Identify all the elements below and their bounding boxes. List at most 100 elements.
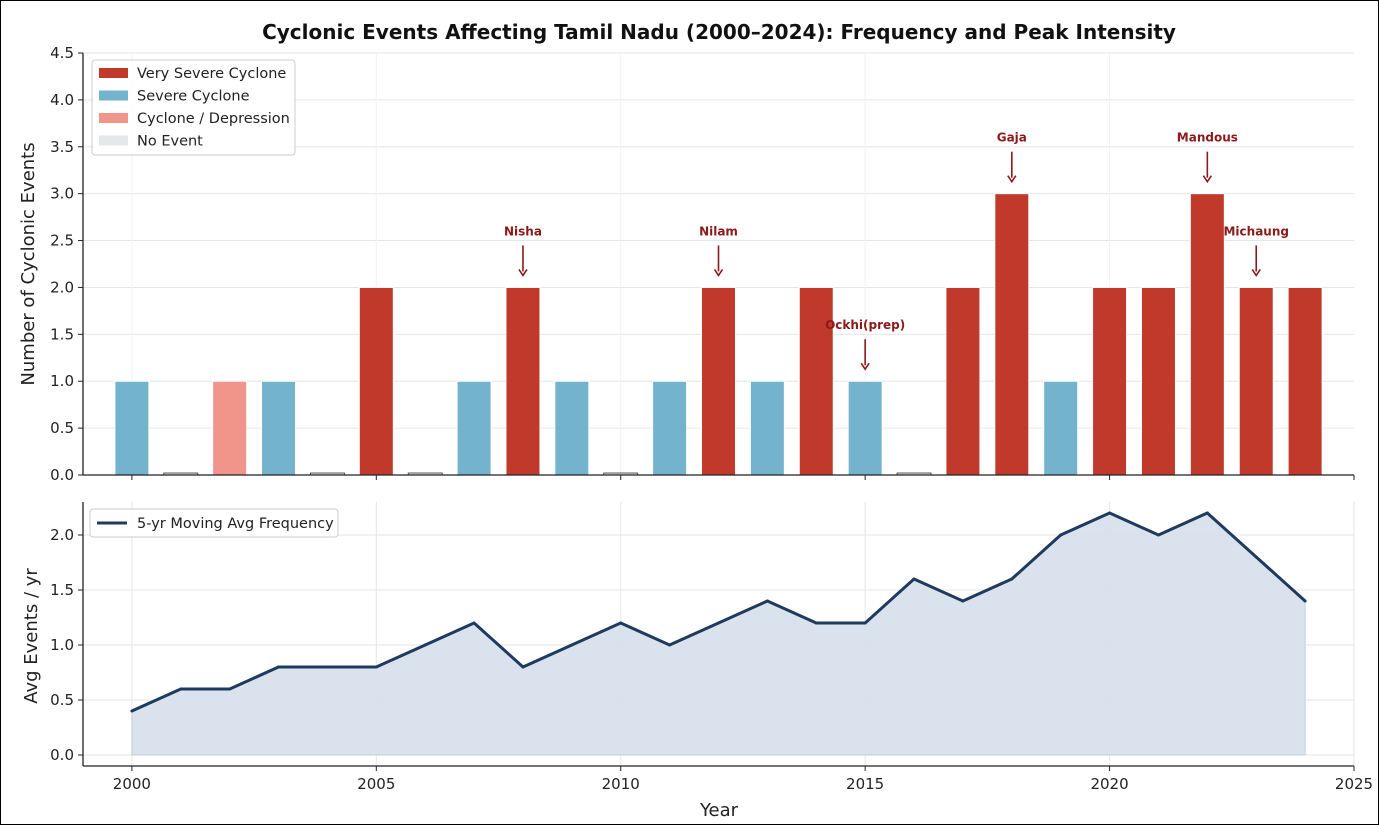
- bar-2017: [945, 286, 981, 476]
- top-y-tick-label: 4.0: [50, 91, 74, 109]
- legend-label-very-severe: Very Severe Cyclone: [137, 66, 286, 82]
- bar-2007: [456, 380, 492, 476]
- bottom-x-tick-label: 2005: [357, 775, 395, 793]
- bar-2019: [1043, 380, 1079, 476]
- bar-2024: [1287, 286, 1323, 476]
- legend-swatch-severe: [99, 90, 128, 101]
- bar-2009: [554, 380, 590, 476]
- chart-title: Cyclonic Events Affecting Tamil Nadu (20…: [262, 20, 1176, 44]
- top-y-tick-label: 2.5: [50, 232, 74, 250]
- bar-2015: [847, 380, 883, 476]
- top-y-tick-label: 3.0: [50, 185, 74, 203]
- bar-2012: [701, 286, 736, 476]
- moving-avg-point-2001: [179, 687, 183, 691]
- bottom-y-tick-label: 0.5: [50, 691, 74, 709]
- moving-avg-point-2002: [228, 687, 232, 691]
- bottom-y-tick-label: 1.5: [50, 581, 74, 599]
- moving-avg-point-2024: [1303, 599, 1307, 603]
- moving-avg-point-2018: [1010, 577, 1014, 581]
- moving-avg-point-2019: [1059, 533, 1063, 537]
- bottom-x-tick-label: 2020: [1090, 775, 1128, 793]
- bottom-y-ticks: 0.0 0.5 1.0 1.5 2.0: [50, 526, 83, 764]
- bar-2014: [798, 286, 834, 476]
- annotation-arrow-head: [860, 362, 870, 371]
- annotation-arrow-head: [1007, 175, 1017, 184]
- moving-avg-point-2016: [912, 577, 916, 581]
- bar-2003: [261, 380, 297, 476]
- top-y-tick-label: 1.5: [50, 325, 74, 343]
- bar-2020: [1092, 286, 1128, 476]
- legend-box: [91, 59, 296, 156]
- top-y-axis-label: Number of Cyclonic Events: [18, 142, 39, 385]
- annotation-nilam: Nilam: [699, 224, 738, 238]
- moving-avg-point-2015: [863, 621, 867, 625]
- legend-label-severe: Severe Cyclone: [137, 89, 250, 105]
- annotation-ockhiprep: Ockhi(prep): [825, 318, 905, 332]
- bottom-y-tick-label: 1.0: [50, 636, 74, 654]
- legend-label-moving-avg: 5-yr Moving Avg Frequency: [137, 516, 334, 532]
- bottom-x-tick-label: 2025: [1335, 775, 1373, 793]
- bar-2008: [505, 286, 541, 476]
- bar-2002: [212, 380, 248, 476]
- bottom-axes: [82, 502, 1354, 767]
- moving-avg-point-2022: [1205, 511, 1209, 515]
- annotation-nisha: Nisha: [504, 224, 542, 238]
- top-panel: Nisha Nilam Ockhi(prep) Gaja Mandous Michaung…: [18, 44, 1355, 484]
- top-y-tick-label: 3.5: [50, 138, 74, 156]
- top-y-tick-label: 1.0: [50, 372, 74, 390]
- moving-avg-point-2003: [277, 665, 281, 669]
- annotation-arrow-head: [1251, 269, 1261, 277]
- annotation-arrow-head: [518, 269, 528, 277]
- bottom-x-tick-label: 2010: [602, 775, 640, 793]
- moving-avg-point-2010: [619, 621, 623, 625]
- moving-avg-point-2013: [765, 599, 769, 603]
- bottom-legend: 5-yr Moving Avg Frequency: [89, 508, 339, 538]
- top-y-tick-label: 2.0: [50, 278, 74, 296]
- bar-2011: [652, 380, 688, 476]
- moving-avg-point-2004: [325, 665, 329, 669]
- top-legend: Very Severe Cyclone Severe Cyclone Cyclone…: [91, 59, 296, 156]
- moving-avg-point-2007: [472, 621, 476, 625]
- annotation-mandous: Mandous: [1177, 131, 1238, 145]
- moving-avg-point-2006: [423, 643, 427, 647]
- bottom-y-tick-label: 0.0: [50, 746, 74, 764]
- top-y-tick-label: 0.5: [50, 419, 74, 437]
- moving-avg-point-2011: [668, 643, 672, 647]
- moving-avg-area: [131, 512, 1306, 756]
- annotation-arrow-head: [713, 269, 724, 277]
- legend-label-cyclone: Cyclone / Depression: [137, 111, 290, 127]
- bar-2000: [114, 380, 150, 476]
- moving-avg-point-2017: [961, 599, 965, 603]
- bottom-x-ticks: 2000 2005 2010 2015 2020 2025: [113, 766, 1373, 793]
- top-y-ticks: 0.0 0.5 1.0 1.5 2.0 2.5 3.0 3.5 4.0 4.5: [50, 44, 83, 484]
- legend-box: [89, 508, 339, 538]
- moving-avg-point-2021: [1156, 533, 1160, 537]
- legend-swatch-no-event: [99, 135, 128, 146]
- bar-2013: [749, 380, 785, 476]
- bottom-panel: 0.0 0.5 1.0 1.5 2.0 2000 2005 2010 2015 2020 2025…: [21, 502, 1373, 821]
- x-axis-label: Year: [699, 800, 739, 821]
- top-y-tick-label: 0.0: [50, 466, 74, 484]
- annotations-group: Nisha Nilam Ockhi(prep) Gaja Mandous Michaung: [504, 131, 1289, 371]
- legend-swatch-very-severe: [99, 68, 128, 78]
- bar-2021: [1140, 286, 1176, 476]
- legend-label-no-event: No Event: [137, 134, 203, 150]
- annotation-michaung: Michaung: [1223, 224, 1288, 238]
- moving-avg-point-2014: [814, 621, 818, 625]
- bar-2005: [358, 286, 394, 476]
- annotation-gaja: Gaja: [997, 131, 1027, 145]
- bottom-y-axis-label: Avg Events / yr: [21, 568, 42, 704]
- bar-2022: [1189, 193, 1225, 476]
- moving-avg-point-2000: [130, 709, 134, 713]
- bottom-x-tick-label: 2015: [846, 775, 884, 793]
- moving-avg-point-2005: [374, 665, 378, 669]
- bar-2023: [1238, 286, 1274, 476]
- moving-avg-point-2008: [521, 665, 525, 669]
- moving-avg-point-2009: [570, 643, 574, 647]
- moving-avg-point-2012: [717, 621, 720, 625]
- top-axes: [82, 53, 1355, 480]
- moving-avg-point-2020: [1108, 511, 1112, 515]
- moving-avg-point-2023: [1254, 555, 1258, 559]
